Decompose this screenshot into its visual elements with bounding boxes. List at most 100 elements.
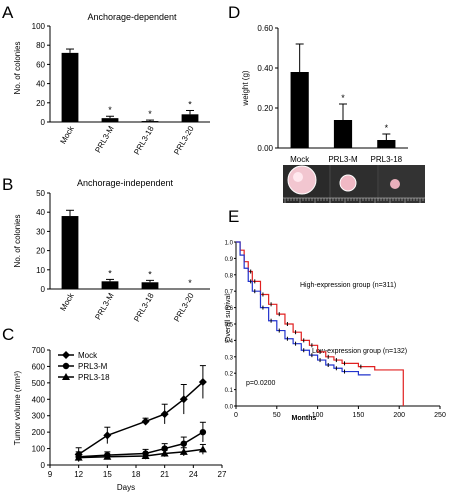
panel-b-ytick-label: 0	[41, 285, 46, 294]
panel-a-bar	[61, 52, 79, 122]
panel-c-legend-marker	[62, 373, 70, 380]
panel-b-ytick-label: 20	[36, 247, 45, 256]
panel-a-ytick-label: 100	[32, 22, 46, 31]
panel-b-ytick-label: 40	[36, 208, 45, 217]
panel-e-ytick-label: 0.4	[225, 339, 234, 345]
panel-a-ytick-label: 80	[36, 41, 45, 50]
panel-c-point	[198, 378, 207, 387]
panel-a-category-label: Mock	[58, 124, 76, 146]
panel-a-ytick-label: 0	[41, 118, 46, 127]
panel-e-ytick-label: 0.5	[225, 323, 234, 329]
panel-e-pvalue: p=0.0200	[246, 380, 275, 387]
panel-c-ytick-label: 200	[32, 428, 46, 437]
panel-d-bar	[290, 72, 309, 148]
panel-c-xtick-label: 21	[160, 470, 169, 479]
panel-c-ytick-label: 500	[32, 379, 46, 388]
panel-c-point	[179, 447, 188, 455]
panel-b-bar	[61, 216, 79, 289]
panel-e-xtick-label: 50	[273, 412, 281, 419]
panel-a-ytick-label: 40	[36, 80, 45, 89]
panel-c-point	[180, 440, 187, 447]
panel-a-significance: *	[188, 99, 192, 109]
panel-a-ylabel: No. of colonies	[13, 42, 22, 95]
panel-c-point	[160, 410, 169, 419]
panel-a-bar	[141, 121, 159, 122]
panel-c-point	[179, 395, 188, 404]
panel-d-category-label: Mock	[290, 155, 310, 164]
panel-b-chart: Anchorage-independent No. of colonies 0 1…	[13, 178, 210, 323]
panel-c-series-line	[78, 431, 204, 458]
panel-b-bar	[101, 281, 119, 289]
panel-c-ytick-label: 600	[32, 362, 46, 371]
panel-e-chart: Months Overall survival p=0.0200 High-ex…	[225, 241, 446, 423]
panel-c-xtick-label: 9	[48, 470, 53, 479]
panel-e-ytick-label: 0.6	[225, 306, 234, 312]
panel-c-ytick-label: 100	[32, 445, 46, 454]
panel-e-ytick-label: 1.0	[225, 241, 234, 247]
panel-c-ytick-label: 0	[41, 461, 46, 470]
panel-c-point	[198, 445, 207, 453]
panel-e-xtick-label: 250	[434, 412, 446, 419]
panel-e-low-curve	[236, 241, 371, 376]
panel-e-low-label: Low-expression group (n=132)	[312, 348, 407, 355]
panel-e-ytick-label: 0.9	[225, 257, 234, 263]
panel-b-ytick-label: 30	[36, 227, 45, 236]
panel-b-category-label: PRL3-20	[172, 291, 196, 323]
panel-c-point	[74, 453, 83, 461]
panel-e-xlabel: Months	[292, 415, 317, 422]
panel-e-xtick-label: 200	[393, 412, 405, 419]
panel-a-bar	[101, 118, 119, 122]
panel-c-xtick-label: 18	[132, 470, 141, 479]
panel-e-ytick-label: 0.0	[225, 405, 234, 411]
panel-c-xtick-label: 12	[74, 470, 83, 479]
panel-a-category-label: PRL3-M	[93, 124, 116, 154]
panel-c-legend-label: PRL3-M	[78, 362, 108, 371]
panel-d-chart: weight (g) 0.00 0.20 0.40 0.60 Mock * PRL3-M * P…	[241, 24, 425, 203]
panel-c-point	[103, 452, 112, 460]
panel-c-ytick-label: 300	[32, 412, 46, 421]
panel-e-xtick-label: 150	[353, 412, 365, 419]
panel-d-bar	[377, 140, 396, 148]
panel-c-point	[141, 451, 150, 459]
panel-c-ytick-label: 400	[32, 395, 46, 404]
tumor-photo-strip	[283, 165, 425, 203]
panel-e-ytick-label: 0.1	[225, 388, 234, 394]
panel-c-legend-label: Mock	[78, 351, 98, 360]
panel-d-ylabel: weight (g)	[241, 70, 250, 106]
panel-b-title: Anchorage-independent	[77, 178, 174, 188]
panel-a-title: Anchorage-dependent	[87, 12, 177, 22]
panel-c-legend-marker	[62, 351, 70, 359]
panel-d-ytick-label: 0.00	[257, 144, 273, 153]
panel-a-significance: *	[148, 109, 152, 119]
panel-c-chart: Days Tumor volume (mm³) 0 100 200 300 400 500…	[13, 346, 227, 492]
panel-e-ytick-label: 0.8	[225, 273, 234, 279]
panel-e-xtick-label: 100	[312, 412, 324, 419]
panel-d-significance: *	[385, 123, 389, 133]
panel-e-ytick-label: 0.2	[225, 372, 234, 378]
panel-e-ylabel: Overall survival	[225, 294, 232, 342]
panel-e-high-label: High-expression group (n=311)	[300, 282, 396, 289]
panel-b-ytick-label: 50	[36, 189, 45, 198]
panel-a-ytick-label: 60	[36, 60, 45, 69]
panel-c-point	[160, 449, 169, 457]
panel-b-bar	[141, 282, 159, 289]
panel-c-legend-marker	[62, 362, 70, 370]
panel-b-category-label: Mock	[58, 291, 76, 313]
panel-b-category-label: PRL3-M	[93, 291, 116, 321]
panel-c-xlabel: Days	[117, 483, 135, 492]
panel-a-ytick-label: 20	[36, 99, 45, 108]
panel-a-category-label: PRL3-20	[172, 124, 196, 156]
panel-b-significance: *	[108, 268, 112, 278]
panel-b-category-label: PRL3-18	[132, 291, 156, 323]
panel-a-chart: Anchorage-dependent No. of colonies 0 20 4…	[13, 12, 210, 156]
panel-c-legend-label: PRL3-18	[78, 373, 110, 382]
panel-c-point	[103, 431, 112, 440]
panel-c-series-line	[78, 381, 204, 455]
panel-a-bar	[181, 114, 199, 122]
panel-letter-b: B	[2, 175, 13, 194]
panel-b-ytick-label: 10	[36, 266, 45, 275]
panel-e-ytick-label: 0.3	[225, 355, 234, 361]
panel-c-ytick-label: 700	[32, 346, 46, 355]
panel-a-significance: *	[108, 105, 112, 115]
panel-d-ytick-label: 0.40	[257, 64, 273, 73]
